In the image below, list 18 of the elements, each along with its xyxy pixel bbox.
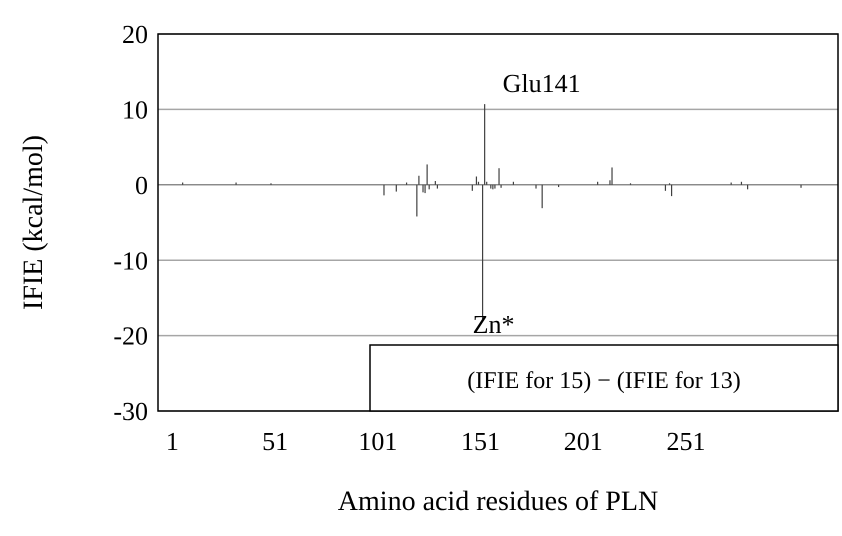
annotation: Glu141: [502, 69, 581, 98]
y-tick-label: 20: [122, 20, 148, 50]
x-tick-label: 101: [358, 427, 398, 456]
annotation: (IFIE for 15) − (IFIE for 13): [467, 368, 741, 394]
y-tick-label: -10: [113, 246, 148, 276]
y-tick-label: -30: [113, 397, 148, 426]
x-tick-label: 1: [166, 427, 179, 456]
x-tick-label: 51: [262, 427, 288, 456]
x-tick-label: 151: [461, 427, 500, 456]
annotation: Zn*: [472, 310, 514, 340]
x-tick-label: 201: [564, 427, 603, 456]
y-axis-title: IFIE (kcal/mol): [18, 135, 49, 310]
note-box: (IFIE for 15) − (IFIE for 13): [369, 344, 839, 412]
y-tick-label: -20: [113, 322, 148, 351]
y-tick-label: 0: [135, 170, 148, 200]
y-tick-label: 10: [122, 96, 148, 124]
x-axis-title: Amino acid residues of PLN: [338, 486, 658, 517]
x-tick-label: 251: [666, 427, 706, 456]
